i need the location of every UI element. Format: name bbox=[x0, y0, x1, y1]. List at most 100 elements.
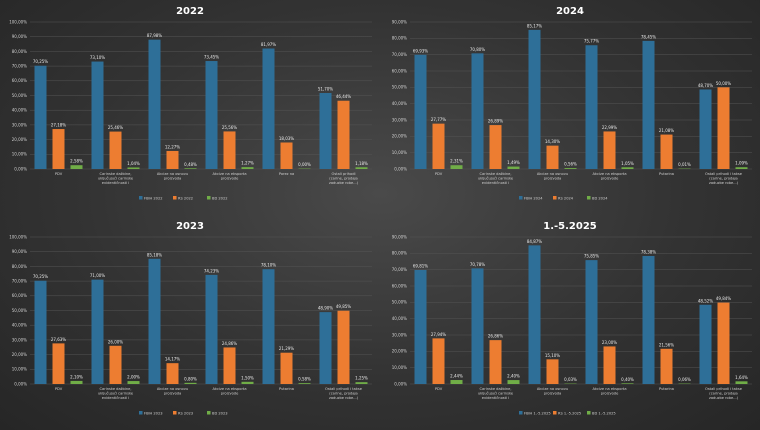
chart-panel-2025: 1.-5.2025 0,00% 10,00% 20,00% 30,00% 40,00% 50… bbox=[380, 215, 760, 430]
bar bbox=[735, 167, 748, 169]
bar bbox=[528, 29, 541, 169]
data-label: 27,18% bbox=[51, 123, 66, 128]
legend-swatch bbox=[553, 411, 557, 415]
y-tick-label: 50,00% bbox=[392, 300, 407, 305]
data-label: 70,78% bbox=[470, 262, 485, 267]
data-label: 26,86% bbox=[488, 334, 503, 339]
y-tick-label: 100,00% bbox=[9, 19, 27, 24]
data-label: 23,00% bbox=[602, 340, 617, 345]
y-tick-label: 60,00% bbox=[12, 78, 27, 83]
data-label: 2,58% bbox=[70, 159, 83, 164]
legend-label: BD 2023 bbox=[212, 411, 228, 415]
legend-swatch bbox=[139, 411, 143, 415]
bar bbox=[241, 381, 254, 384]
data-label: 21,08% bbox=[659, 128, 674, 133]
data-label: 1,09% bbox=[735, 161, 748, 166]
y-tick-label: 0,00% bbox=[14, 166, 27, 171]
legend-label: RS 2024 bbox=[558, 196, 574, 200]
bar bbox=[489, 125, 502, 169]
data-label: 1,27% bbox=[241, 161, 254, 166]
bar bbox=[184, 382, 197, 384]
y-tick-label: 100,00% bbox=[9, 234, 27, 239]
y-tick-label: 10,00% bbox=[12, 152, 27, 157]
x-tick-label: Akcize na osnovu proizvoda bbox=[537, 172, 568, 180]
chart-svg: 1.-5.2025 0,00% 10,00% 20,00% 30,00% 40,00% 50… bbox=[392, 221, 752, 415]
bar bbox=[585, 260, 598, 384]
bar bbox=[717, 302, 730, 384]
data-label: 70,25% bbox=[33, 274, 48, 279]
bar bbox=[109, 131, 122, 169]
data-label: 46,44% bbox=[336, 94, 351, 99]
bar bbox=[34, 65, 47, 169]
legend-swatch bbox=[173, 196, 177, 200]
x-tick-label: Akcize na eksporta proizvode bbox=[592, 387, 626, 395]
y-tick-label: 80,00% bbox=[392, 36, 407, 41]
y-tick-label: 20,00% bbox=[12, 137, 27, 142]
data-label: 84,87% bbox=[527, 239, 542, 244]
bar bbox=[127, 167, 140, 169]
x-tick-label: Akcize na osnovu proizvoda bbox=[157, 387, 188, 395]
bar bbox=[699, 89, 712, 169]
data-label: 78,10% bbox=[261, 263, 276, 268]
legend-swatch bbox=[207, 411, 211, 415]
bar bbox=[109, 345, 122, 384]
data-label: 71,00% bbox=[90, 273, 105, 278]
y-tick-label: 90,00% bbox=[392, 19, 407, 24]
bar bbox=[471, 53, 484, 169]
bar bbox=[280, 142, 293, 169]
x-tick-label: PDV bbox=[55, 172, 63, 176]
data-label: 1,64% bbox=[735, 375, 748, 380]
y-tick-label: 0,00% bbox=[394, 381, 407, 386]
legend-label: FBiH 2023 bbox=[144, 411, 163, 415]
bar bbox=[603, 346, 616, 384]
data-label: 2,31% bbox=[450, 159, 463, 164]
x-tick-label: Carinske dažbine, uključujući carinske evi… bbox=[98, 172, 134, 185]
data-label: 0,03% bbox=[564, 377, 577, 382]
y-tick-label: 0,00% bbox=[394, 166, 407, 171]
x-tick-label: Carinske dažbine, uključujući carinske evi… bbox=[478, 172, 514, 185]
y-tick-label: 60,00% bbox=[392, 283, 407, 288]
data-label: 73,10% bbox=[90, 55, 105, 60]
y-tick-label: 20,00% bbox=[392, 349, 407, 354]
data-label: 27,77% bbox=[431, 117, 446, 122]
data-label: 78,45% bbox=[641, 34, 656, 39]
y-tick-label: 30,00% bbox=[392, 332, 407, 337]
data-label: 87,98% bbox=[147, 33, 162, 38]
data-label: 0,01% bbox=[678, 162, 691, 167]
bar bbox=[585, 45, 598, 169]
x-tick-label: Akcize na eksporta proizvode bbox=[212, 172, 246, 180]
bar bbox=[642, 255, 655, 384]
bar bbox=[70, 380, 83, 384]
bar bbox=[262, 48, 275, 169]
data-label: 22,99% bbox=[602, 125, 617, 130]
legend-label: BD 2024 bbox=[592, 196, 608, 200]
bar bbox=[355, 167, 368, 169]
bar bbox=[471, 268, 484, 384]
legend-swatch bbox=[553, 196, 557, 200]
data-label: 1,25% bbox=[355, 376, 368, 381]
bar bbox=[621, 167, 634, 169]
y-tick-label: 40,00% bbox=[12, 108, 27, 113]
y-tick-label: 30,00% bbox=[12, 337, 27, 342]
bar bbox=[223, 131, 236, 169]
data-label: 25,56% bbox=[222, 125, 237, 130]
data-label: 27,94% bbox=[431, 332, 446, 337]
legend-swatch bbox=[173, 411, 177, 415]
bar bbox=[621, 383, 634, 384]
data-label: 0,48% bbox=[184, 162, 197, 167]
bar bbox=[319, 93, 332, 169]
bar bbox=[603, 131, 616, 169]
bar bbox=[355, 382, 368, 384]
data-label: 1,04% bbox=[127, 161, 140, 166]
x-tick-label: Ostali prihodi i takse (carine, prodaja za… bbox=[325, 387, 363, 400]
chart-title: 2022 bbox=[176, 6, 204, 17]
data-label: 25,46% bbox=[108, 125, 123, 130]
y-tick-label: 80,00% bbox=[12, 264, 27, 269]
bar bbox=[489, 340, 502, 384]
data-label: 1,50% bbox=[241, 375, 254, 380]
y-tick-label: 10,00% bbox=[12, 367, 27, 372]
x-tick-label: Akcize na osnovu proizvoda bbox=[157, 172, 188, 180]
data-label: 0,56% bbox=[564, 162, 577, 167]
data-label: 1,49% bbox=[507, 160, 520, 165]
